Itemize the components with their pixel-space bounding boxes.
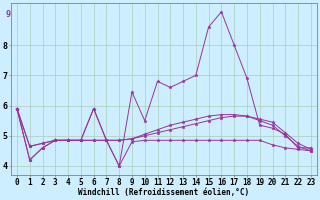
Text: 9: 9	[5, 10, 11, 19]
X-axis label: Windchill (Refroidissement éolien,°C): Windchill (Refroidissement éolien,°C)	[78, 188, 250, 197]
